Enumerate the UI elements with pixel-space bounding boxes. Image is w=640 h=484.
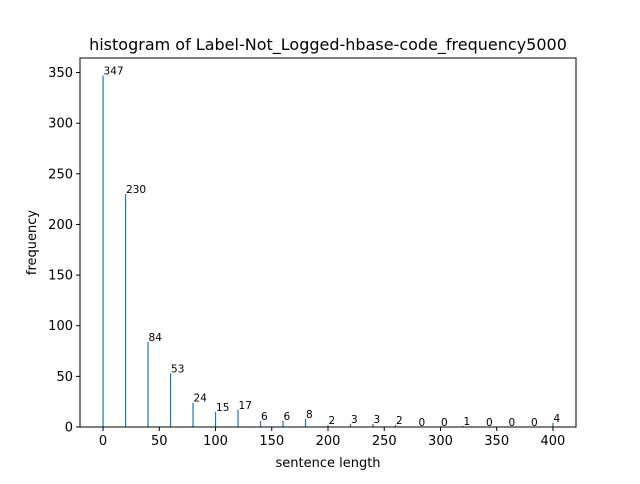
bar-value-label: 2 bbox=[396, 415, 403, 427]
x-axis-label: sentence length bbox=[275, 456, 380, 471]
bar bbox=[327, 424, 329, 427]
bar-value-label: 4 bbox=[553, 413, 560, 425]
y-tick-label: 50 bbox=[56, 370, 73, 385]
bar bbox=[372, 423, 374, 427]
bar bbox=[282, 420, 284, 427]
bar bbox=[552, 422, 554, 427]
bar-value-label: 230 bbox=[126, 184, 146, 196]
x-tick-label: 50 bbox=[151, 434, 168, 449]
bar-value-label: 24 bbox=[194, 393, 208, 405]
bar-value-label: 3 bbox=[351, 414, 358, 426]
bar bbox=[462, 425, 464, 427]
y-tick-label: 150 bbox=[48, 269, 73, 284]
bar-labels-group: 347 230 84 53 24 15 17 6 6 8 2 3 3 2 0 0 1 0 0 0 4 bbox=[104, 66, 561, 429]
bar bbox=[169, 373, 172, 427]
x-tick-label: 150 bbox=[259, 434, 284, 449]
bar-value-label: 84 bbox=[149, 332, 163, 344]
x-tick-label: 100 bbox=[203, 434, 228, 449]
x-tick-label: 400 bbox=[541, 434, 566, 449]
bar bbox=[237, 409, 239, 427]
bar-value-label: 8 bbox=[306, 409, 313, 421]
x-tick-label: 350 bbox=[484, 434, 509, 449]
y-axis-ticks: 0 50 100 150 200 250 300 350 bbox=[48, 66, 80, 436]
bar-value-label: 53 bbox=[171, 363, 184, 375]
x-tick-label: 0 bbox=[99, 434, 107, 449]
bar bbox=[349, 423, 352, 427]
plot-frame bbox=[79, 57, 577, 428]
bar bbox=[124, 194, 127, 427]
bar bbox=[259, 420, 262, 427]
bar bbox=[102, 75, 104, 427]
bar-value-label: 2 bbox=[329, 415, 336, 427]
y-tick-label: 300 bbox=[48, 117, 73, 132]
bar bbox=[214, 411, 217, 427]
y-axis-label: frequency bbox=[25, 210, 40, 276]
y-tick-label: 0 bbox=[65, 421, 73, 436]
bar-value-label: 1 bbox=[463, 416, 470, 428]
x-tick-label: 200 bbox=[316, 434, 341, 449]
bar-value-label: 6 bbox=[284, 411, 291, 423]
bar-value-label: 15 bbox=[216, 402, 229, 414]
chart-title: histogram of Label-Not_Logged-hbase-code… bbox=[89, 35, 567, 55]
bars-group bbox=[102, 75, 554, 427]
bar bbox=[304, 418, 307, 427]
bar bbox=[147, 341, 149, 427]
bar-value-label: 0 bbox=[508, 417, 515, 429]
x-tick-label: 250 bbox=[372, 434, 397, 449]
y-tick-label: 350 bbox=[48, 66, 73, 81]
x-axis-ticks: 0 50 100 150 200 250 300 350 400 bbox=[99, 427, 565, 449]
bar-value-label: 0 bbox=[531, 417, 538, 429]
bar-value-label: 6 bbox=[261, 411, 268, 423]
bar-value-label: 0 bbox=[441, 417, 448, 429]
bar-value-label: 347 bbox=[104, 66, 124, 78]
bar bbox=[192, 402, 194, 427]
y-tick-label: 100 bbox=[48, 319, 73, 334]
x-tick-label: 300 bbox=[428, 434, 453, 449]
bar-value-label: 3 bbox=[373, 414, 380, 426]
bar-value-label: 0 bbox=[486, 417, 493, 429]
bar bbox=[394, 424, 397, 427]
bar-value-label: 17 bbox=[239, 400, 252, 412]
y-tick-label: 200 bbox=[48, 218, 73, 233]
y-tick-label: 250 bbox=[48, 167, 73, 182]
bar-value-label: 0 bbox=[418, 417, 425, 429]
